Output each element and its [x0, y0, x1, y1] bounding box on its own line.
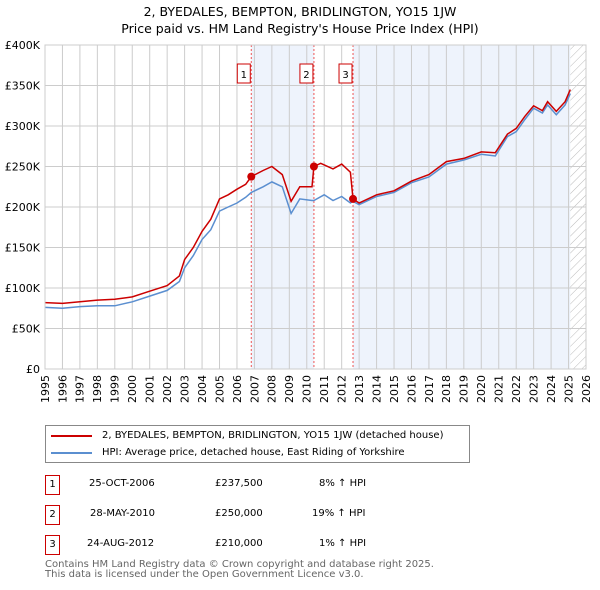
sale-date: 28-MAY-2010 [90, 508, 156, 519]
marker-badge: 3 [45, 535, 60, 555]
sale-date: 24-AUG-2012 [87, 538, 155, 549]
price-chart: 1995 1996 1997 1998 1999 2000 2001 2002 2003 2004… [5, 39, 593, 403]
y-tick-label: £150K [5, 242, 41, 255]
sale-price: £210,000 [215, 538, 263, 549]
legend: 2, BYEDALES, BEMPTON, BRIDLINGTON, YO15 … [45, 425, 470, 463]
sale-price: £237,500 [215, 478, 263, 489]
x-tick-label: 2018 [440, 375, 453, 403]
transaction-row: 1 25-OCT-2006 £237,500 8% ↑ HPI [45, 475, 465, 495]
sale-point [309, 162, 318, 171]
x-tick-label: 2021 [493, 375, 506, 403]
x-tick-label: 2008 [266, 375, 279, 403]
x-tick-label: 2001 [144, 375, 157, 403]
marker-badge: 1 [45, 475, 60, 495]
series-line [44, 89, 571, 305]
plot-border [44, 44, 587, 370]
x-tick-label: 2019 [458, 375, 471, 403]
x-tick-label: 2016 [405, 375, 418, 403]
sale-label-box [236, 63, 251, 84]
x-tick-label: 2013 [353, 375, 366, 403]
footer-license: This data is licensed under the Open Gov… [45, 569, 364, 580]
x-tick-label: 1999 [109, 375, 122, 403]
x-tick-label: 2004 [196, 375, 209, 403]
legend-label: 2, BYEDALES, BEMPTON, BRIDLINGTON, YO15 … [102, 430, 444, 441]
transaction-row: 2 28-MAY-2010 £250,000 19% ↑ HPI [45, 505, 465, 525]
footer: Contains HM Land Registry data © Crown c… [45, 560, 434, 580]
sale-label-box [338, 63, 353, 84]
x-tick-label: 2003 [178, 375, 191, 403]
y-tick-label: £50K [12, 323, 41, 336]
sale-point [349, 194, 358, 203]
y-tick-label: £400K [5, 39, 41, 52]
x-tick-label: 2006 [231, 375, 244, 403]
x-tick-label: 2014 [370, 375, 383, 403]
sale-point [247, 172, 256, 181]
y-tick-label: £300K [5, 120, 41, 133]
y-tick-label: £200K [5, 201, 41, 214]
x-tick-label: 1997 [74, 375, 87, 403]
hpi-change: 19% ↑ HPI [312, 508, 366, 519]
sale-label: 3 [342, 70, 348, 81]
x-tick-label: 2002 [161, 375, 174, 403]
legend-item-property: 2, BYEDALES, BEMPTON, BRIDLINGTON, YO15 … [51, 430, 443, 441]
y-tick-label: £100K [5, 282, 41, 295]
x-tick-label: 2026 [580, 375, 593, 403]
sale-label: 2 [303, 70, 309, 81]
sale-label-box [299, 63, 314, 84]
hpi-change: 8% ↑ HPI [319, 478, 367, 489]
x-tick-label: 2025 [562, 375, 575, 403]
sale-date: 25-OCT-2006 [89, 478, 155, 489]
x-tick-label: 2023 [527, 375, 540, 403]
x-tick-label: 1996 [56, 375, 69, 403]
x-tick-label: 1998 [91, 375, 104, 403]
x-tick-label: 2017 [423, 375, 436, 403]
chart-title: 2, BYEDALES, BEMPTON, BRIDLINGTON, YO15 … [143, 4, 457, 19]
x-tick-label: 2005 [213, 375, 226, 403]
chart-subtitle: Price paid vs. HM Land Registry's House … [121, 21, 479, 36]
y-tick-label: £0 [26, 363, 40, 376]
sale-label: 1 [241, 70, 247, 81]
series-line [44, 93, 571, 310]
x-tick-label: 2000 [126, 375, 139, 403]
x-tick-label: 2012 [336, 375, 349, 403]
x-tick-label: 2022 [510, 375, 523, 403]
footer-copyright: Contains HM Land Registry data © Crown c… [45, 559, 434, 570]
x-tick-label: 2009 [283, 375, 296, 403]
y-tick-label: £250K [5, 161, 41, 174]
marker-badge: 2 [45, 505, 60, 525]
x-tick-label: 2024 [545, 375, 558, 403]
x-tick-label: 2015 [388, 375, 401, 403]
legend-item-hpi: HPI: Average price, detached house, East… [51, 447, 405, 458]
x-tick-label: 2007 [248, 375, 261, 403]
x-tick-label: 2011 [318, 375, 331, 403]
x-tick-label: 1995 [39, 375, 52, 403]
sale-price: £250,000 [215, 508, 263, 519]
hpi-change: 1% ↑ HPI [319, 538, 367, 549]
legend-label: HPI: Average price, detached house, East… [102, 447, 405, 458]
x-tick-label: 2010 [301, 375, 314, 403]
x-tick-label: 2020 [475, 375, 488, 403]
y-tick-label: £350K [5, 80, 41, 93]
transaction-row: 3 24-AUG-2012 £210,000 1% ↑ HPI [45, 535, 465, 555]
